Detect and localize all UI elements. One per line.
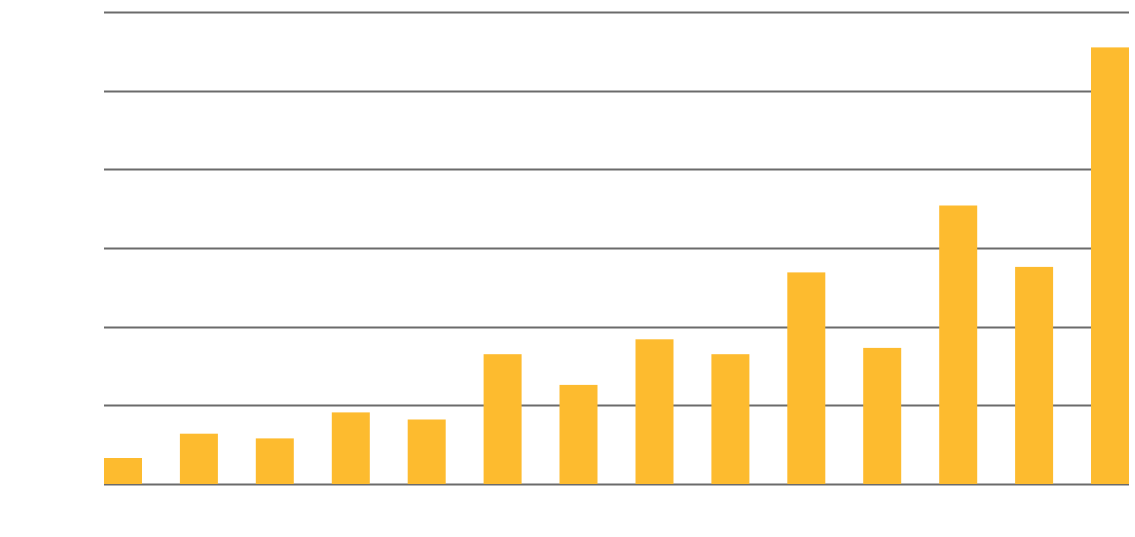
bar-11 — [863, 347, 902, 484]
bar-8 — [635, 339, 674, 484]
bar-2 — [179, 433, 218, 484]
bar-9 — [711, 354, 750, 484]
bar-5 — [407, 419, 446, 484]
bar-10 — [787, 272, 826, 484]
bar-6 — [483, 354, 522, 484]
bar-1 — [104, 458, 142, 484]
gridlines — [104, 11, 1129, 486]
bar-13 — [1015, 266, 1054, 484]
bars — [104, 47, 1129, 485]
bar-14 — [1091, 47, 1129, 485]
bar-7 — [559, 384, 598, 484]
bar-12 — [939, 205, 978, 484]
bar-4 — [331, 412, 370, 484]
bar-3 — [255, 438, 294, 484]
